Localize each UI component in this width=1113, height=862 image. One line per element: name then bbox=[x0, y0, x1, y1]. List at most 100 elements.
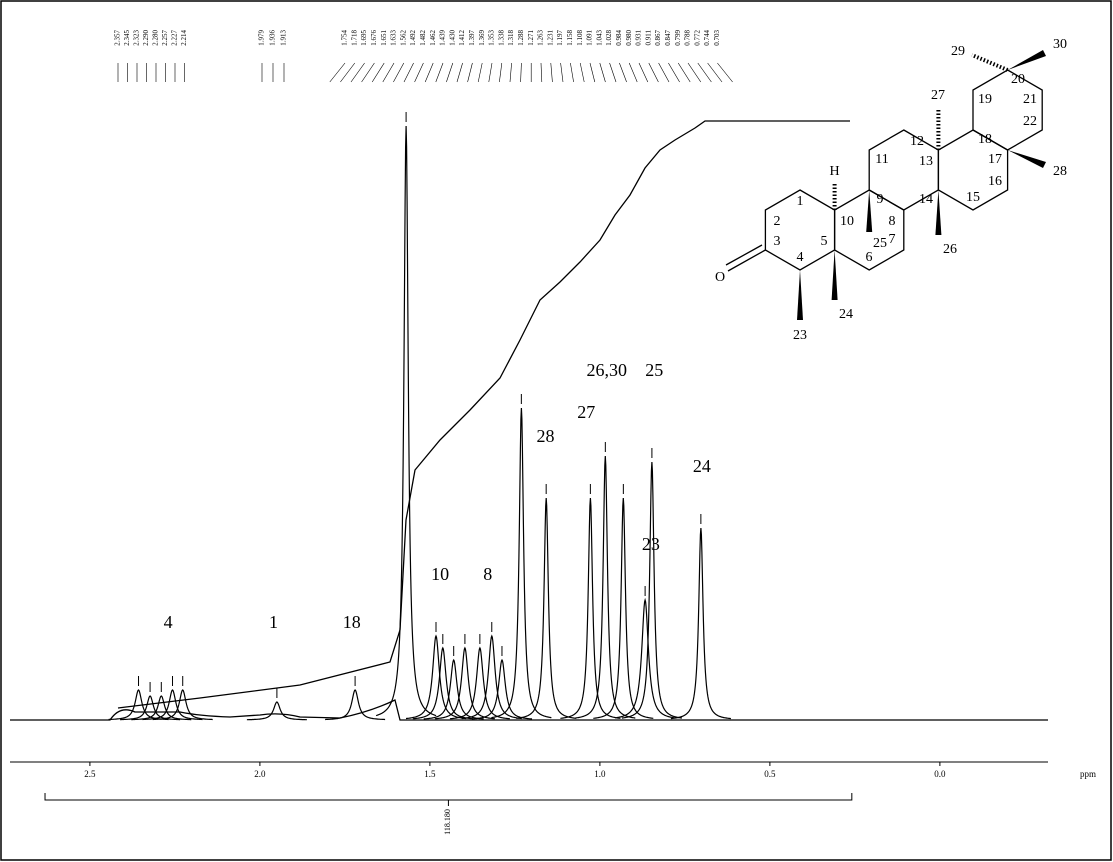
peak-list-leader bbox=[668, 62, 680, 83]
peak-list-leader bbox=[697, 62, 712, 83]
x-tick-label: 2.5 bbox=[84, 769, 96, 779]
atom-label: 10 bbox=[840, 214, 854, 229]
peak-list-leader bbox=[707, 62, 723, 83]
atom-label: H bbox=[830, 164, 840, 179]
peak-list-label: 2.345 bbox=[123, 30, 131, 46]
peak-list-leader bbox=[509, 62, 512, 83]
peak-list-leader bbox=[456, 62, 463, 83]
peak-list-label: 1.197 bbox=[556, 30, 564, 46]
peak-list-label: 1.108 bbox=[576, 30, 584, 46]
peak-list-label: 1.369 bbox=[478, 30, 486, 46]
peak-list-label: 1.338 bbox=[497, 30, 505, 46]
peak-list-label: 2.280 bbox=[152, 30, 160, 46]
atom-label: 21 bbox=[1023, 92, 1037, 107]
peak-list-label: 0.847 bbox=[664, 30, 672, 46]
atom-label: 28 bbox=[1053, 164, 1067, 179]
peak bbox=[491, 407, 552, 719]
peak-annotation: 23 bbox=[642, 534, 660, 554]
peak-list-leader bbox=[628, 62, 638, 83]
peak-list-leader bbox=[424, 62, 434, 83]
peak-list-leader bbox=[382, 62, 395, 83]
peak-annotation: 24 bbox=[693, 456, 711, 476]
peak-list-label: 2.323 bbox=[133, 30, 141, 46]
peak-list-leader bbox=[540, 62, 543, 83]
peak-list-label: 1.158 bbox=[566, 30, 574, 46]
atom-label: 11 bbox=[875, 152, 888, 167]
peak-list-label: 2.357 bbox=[114, 30, 122, 46]
atom-label: O bbox=[715, 270, 725, 285]
peak bbox=[131, 695, 192, 721]
atom-label: 30 bbox=[1053, 37, 1067, 52]
x-tick-label: 1.0 bbox=[594, 769, 606, 779]
peak-annotation: 26,30 bbox=[586, 360, 627, 380]
atom-label: 23 bbox=[793, 328, 807, 343]
atom-label: 6 bbox=[866, 250, 873, 265]
peak-list-label: 1.651 bbox=[380, 30, 388, 46]
peak-list-leader bbox=[570, 62, 574, 83]
hash-bond bbox=[971, 53, 1009, 72]
peak-list-leader bbox=[340, 62, 356, 83]
peak-list-label: 0.788 bbox=[684, 30, 692, 46]
peak-list-leader bbox=[677, 62, 691, 83]
peak-list-leader bbox=[477, 62, 483, 83]
peak-list-label: 1.353 bbox=[488, 30, 496, 46]
peak-list-label: 1.263 bbox=[537, 30, 545, 46]
peak-list-label: 0.984 bbox=[615, 30, 623, 46]
peak-list-label: 1.430 bbox=[448, 30, 456, 46]
peak-list-label: 0.931 bbox=[635, 30, 643, 46]
atom-label: 16 bbox=[988, 174, 1002, 189]
peak-list-label: 2.257 bbox=[161, 30, 169, 46]
peak-list-leader bbox=[350, 62, 365, 83]
peak-list-label: 1.492 bbox=[409, 30, 417, 46]
peak bbox=[325, 689, 386, 721]
x-tick-label: 2.0 bbox=[254, 769, 266, 779]
atom-label: 5 bbox=[821, 234, 828, 249]
peak-list-label: 1.397 bbox=[468, 30, 476, 46]
peak bbox=[621, 461, 683, 719]
peak-list-label: 1.091 bbox=[586, 30, 594, 46]
peak-list-label: 0.980 bbox=[625, 30, 633, 46]
peak-list-label: 1.936 bbox=[269, 30, 277, 46]
peak-annotation: 25 bbox=[645, 360, 663, 380]
peak-annotation: 4 bbox=[164, 612, 173, 632]
atom-label: 19 bbox=[978, 92, 992, 107]
integral-label: 118.180 bbox=[443, 809, 452, 835]
peak bbox=[449, 646, 510, 720]
bond bbox=[727, 249, 766, 272]
wedge bbox=[1007, 50, 1046, 70]
atom-label: 4 bbox=[797, 250, 804, 265]
peak bbox=[670, 527, 732, 720]
peak-list-label: 0.744 bbox=[703, 30, 711, 46]
x-axis-label: ppm bbox=[1080, 769, 1096, 779]
peak-list-leader bbox=[435, 62, 444, 83]
peak-list-label: 1.718 bbox=[350, 30, 358, 46]
integral-bracket bbox=[44, 793, 853, 806]
peak-list-label: 2.214 bbox=[180, 30, 188, 46]
atom-label: 8 bbox=[889, 214, 896, 229]
peak bbox=[142, 689, 203, 721]
integral-curve bbox=[117, 120, 850, 709]
peak bbox=[423, 658, 484, 720]
peak-list-label: 1.439 bbox=[439, 30, 447, 46]
peak bbox=[406, 634, 466, 720]
peak bbox=[412, 646, 473, 720]
peak-annotation: 28 bbox=[536, 426, 554, 446]
peak-list-leader bbox=[488, 62, 493, 83]
atom-label: 29 bbox=[951, 44, 965, 59]
atom-label: 25 bbox=[873, 236, 887, 251]
peak bbox=[516, 497, 577, 719]
peak-list-label: 1.043 bbox=[595, 30, 603, 46]
spectrum-baseline bbox=[10, 699, 1048, 721]
atom-label: 14 bbox=[919, 192, 933, 207]
peak-list-leader bbox=[361, 62, 375, 83]
wedge bbox=[797, 270, 803, 320]
atom-label: 15 bbox=[966, 190, 980, 205]
peak-list-leader bbox=[560, 62, 564, 83]
peak-annotation: 1 bbox=[269, 612, 278, 632]
peak-list-leader bbox=[599, 62, 606, 83]
peak-list-leader bbox=[467, 62, 473, 83]
peak-list-label: 1.412 bbox=[458, 30, 466, 46]
peak bbox=[120, 695, 181, 721]
